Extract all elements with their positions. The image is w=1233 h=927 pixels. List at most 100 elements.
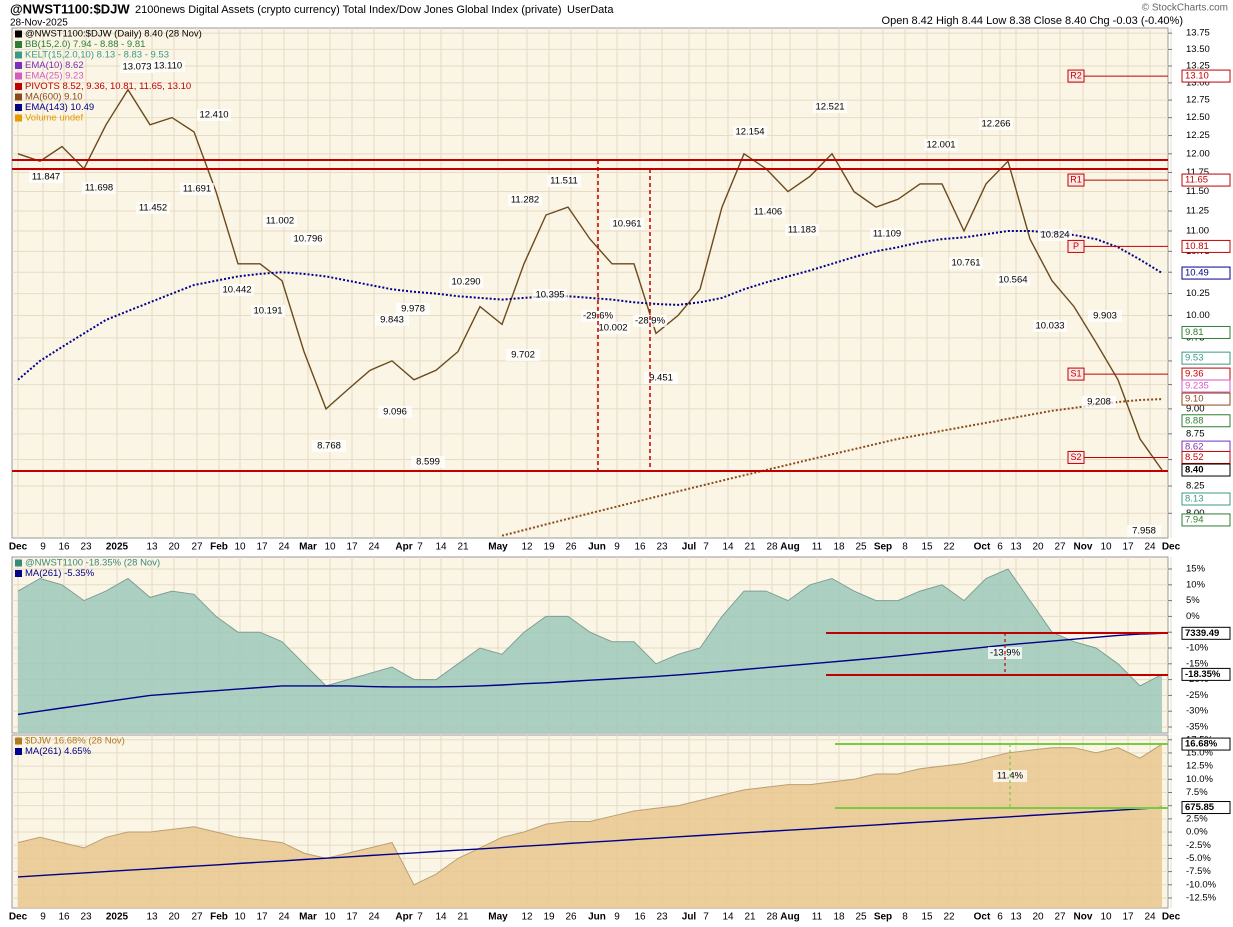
x-tick-label: 20	[1032, 912, 1044, 923]
indicator-line	[17, 632, 1163, 716]
legend-swatch	[15, 737, 22, 745]
x-tick-label: 21	[457, 542, 469, 553]
x-tick-label: May	[488, 542, 508, 553]
annotation-bg	[1088, 310, 1122, 322]
x-tick-label: 2025	[106, 542, 129, 553]
value-box	[1181, 239, 1231, 253]
annotation: 12.001	[926, 140, 955, 151]
legend-swatch	[15, 570, 22, 577]
x-tick-label: 25	[855, 542, 867, 553]
x-tick-label: 27	[191, 912, 203, 923]
x-tick-label: 9	[40, 542, 46, 553]
x-tick-label: 26	[565, 542, 577, 553]
x-tick-label: 11	[812, 542, 823, 553]
annotation-bg	[378, 406, 412, 418]
value-box-label: 10.49	[1185, 268, 1209, 279]
x-tick-label: Sep	[874, 912, 892, 923]
x-tick-label: Dec	[9, 912, 28, 923]
annotation: 9.843	[380, 315, 404, 326]
legend-swatch	[15, 62, 22, 69]
legend-text: @NWST1100:$DJW (Daily) 8.40 (28 Nov)	[25, 29, 202, 40]
annotation: 11.691	[183, 184, 211, 195]
annotation: 12.266	[981, 119, 1010, 130]
annotation-bg	[120, 61, 154, 73]
y-tick-label: 12.00	[1186, 148, 1210, 159]
annotation: 10.395	[535, 290, 564, 301]
pivot-label: S2	[1070, 452, 1081, 462]
annotation: 11.511	[550, 176, 578, 187]
value-box	[1181, 266, 1231, 280]
annotation: 11.698	[85, 183, 113, 194]
annotation: 10.442	[222, 285, 251, 296]
value-box	[1181, 351, 1231, 365]
annotation-bg	[733, 126, 767, 138]
x-tick-label: Mar	[299, 542, 317, 553]
x-tick-label: 10	[234, 912, 246, 923]
x-tick-label: 14	[435, 542, 447, 553]
value-box-label: 7.94	[1185, 514, 1204, 525]
x-tick-label: 16	[634, 542, 646, 553]
indicator-line	[501, 398, 1163, 537]
annotation-bg	[411, 456, 445, 468]
x-tick-label: Mar	[299, 912, 317, 923]
annotation-bg	[197, 109, 231, 121]
annotation: 10.961	[612, 219, 641, 230]
x-tick-label: 18	[833, 542, 845, 553]
x-tick-label: 6	[997, 542, 1003, 553]
annotation: 12.410	[199, 110, 228, 121]
x-tick-label: 10	[1100, 542, 1112, 553]
annotation-bg	[449, 276, 483, 288]
legend-swatch	[15, 72, 22, 80]
x-tick-label: 24	[278, 912, 290, 923]
x-tick-label: 11	[812, 912, 823, 923]
legend-swatch	[15, 51, 22, 59]
annotation-bg	[547, 175, 581, 187]
x-tick-label: 13	[1010, 542, 1022, 553]
x-tick-label: 27	[191, 542, 203, 553]
annotation: 12.154	[735, 127, 764, 138]
annotation-bg	[949, 257, 983, 269]
x-tick-label: Oct	[974, 912, 991, 923]
annotation-bg	[29, 171, 63, 183]
x-tick-label: Jul	[682, 912, 697, 923]
x-tick-label: 13	[146, 912, 158, 923]
plot-background	[11, 27, 1169, 539]
value-box	[1181, 463, 1231, 477]
x-tick-label: 10	[324, 542, 336, 553]
value-box-label: 8.52	[1185, 452, 1204, 463]
legend-swatch	[15, 83, 22, 90]
legend-text: PIVOTS 8.52, 9.36, 10.81, 11.65, 13.10	[25, 81, 191, 92]
x-tick-label: Jun	[588, 912, 606, 923]
x-tick-label: 20	[168, 912, 180, 923]
value-box-label: 9.36	[1185, 369, 1204, 380]
x-tick-label: 14	[722, 542, 734, 553]
annotation-bg	[870, 228, 904, 240]
annotation: 8.599	[416, 457, 440, 468]
x-tick-label: 13	[1010, 912, 1022, 923]
x-tick-label: 24	[278, 542, 290, 553]
value-box	[1181, 801, 1231, 815]
value-box-label: 9.10	[1185, 394, 1204, 405]
x-tick-label: 16	[58, 542, 70, 553]
annotation: 9.208	[1087, 397, 1111, 408]
annotation: 10.564	[998, 275, 1027, 286]
x-tick-label: 14	[435, 912, 447, 923]
x-tick-label: 7	[703, 912, 709, 923]
x-tick-label: 10	[324, 912, 336, 923]
y-tick-label: 11.50	[1186, 186, 1209, 197]
y-tick-label: -25%	[1186, 690, 1209, 701]
annotation: 9.451	[649, 373, 673, 384]
annotation: 11.406	[754, 207, 782, 218]
x-tick-label: 17	[346, 912, 358, 923]
x-tick-label: 20	[168, 542, 180, 553]
annotation-bg	[82, 182, 116, 194]
legend-text: BB(15,2.0) 7.94 - 8.88 - 9.81	[25, 39, 145, 50]
x-tick-label: 16	[58, 912, 70, 923]
x-tick-label: 19	[543, 542, 555, 553]
x-tick-label: Dec	[1162, 912, 1181, 923]
annotation-bg	[375, 314, 409, 326]
y-tick-label: -15%	[1186, 658, 1209, 669]
x-tick-label: 18	[833, 912, 845, 923]
y-tick-label: 13.25	[1186, 60, 1210, 71]
value-box	[1181, 450, 1231, 464]
